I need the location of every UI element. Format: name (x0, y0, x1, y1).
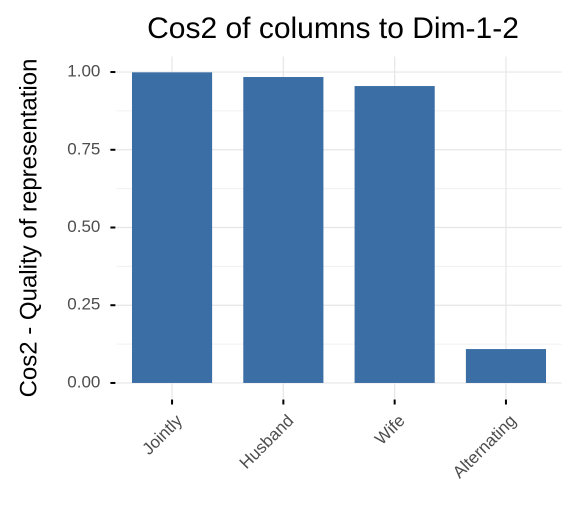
bar (243, 77, 324, 383)
x-tick-label: Jointly (139, 411, 187, 459)
y-tick-label: 1.00 (67, 62, 100, 81)
y-tick-label: 0.75 (67, 139, 100, 158)
x-tick-label: Husband (236, 411, 298, 473)
y-axis-title: Cos2 - Quality of representation (15, 59, 42, 398)
y-tick-label: 0.00 (67, 372, 100, 391)
bar (465, 349, 547, 383)
bar (354, 86, 435, 383)
bar (131, 72, 213, 383)
y-tick-label: 0.50 (67, 217, 100, 236)
x-tick-label: Alternating (449, 411, 520, 482)
y-tick-label: 0.25 (67, 295, 100, 314)
chart-title: Cos2 of columns to Dim-1-2 (147, 12, 519, 45)
x-tick-label: Wife (371, 411, 408, 448)
